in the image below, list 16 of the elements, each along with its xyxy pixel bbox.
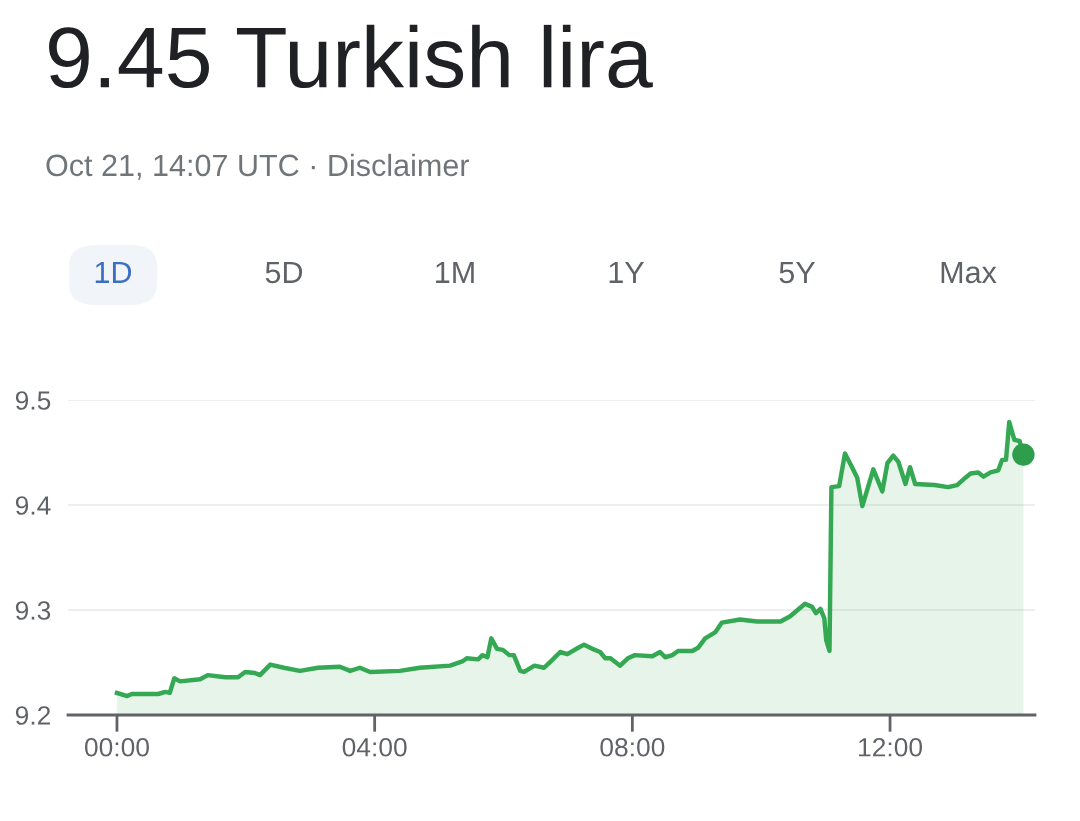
y-tick-label: 9.4	[15, 496, 51, 515]
chart-title: 9.45 Turkish lira	[49, 24, 653, 89]
x-tick-label: 04:00	[342, 737, 407, 757]
x-tick-label: 12:00	[859, 737, 923, 757]
text: 1M	[436, 261, 474, 283]
x-tick-label: 00:00	[84, 737, 149, 757]
chart-subtitle: Oct 21, 14:07 UTC · Disclaimer	[46, 153, 469, 180]
text: 1D	[95, 261, 132, 283]
y-tick-label: 9.5	[15, 391, 51, 410]
x-tick-label: 08:00	[600, 737, 665, 757]
text: 5Y	[779, 261, 816, 284]
text: 5D	[265, 261, 303, 284]
text: Max	[941, 261, 997, 284]
y-tick-label: 9.2	[15, 706, 51, 725]
text: 1Y	[609, 261, 645, 283]
y-tick-label: 9.3	[15, 601, 51, 620]
